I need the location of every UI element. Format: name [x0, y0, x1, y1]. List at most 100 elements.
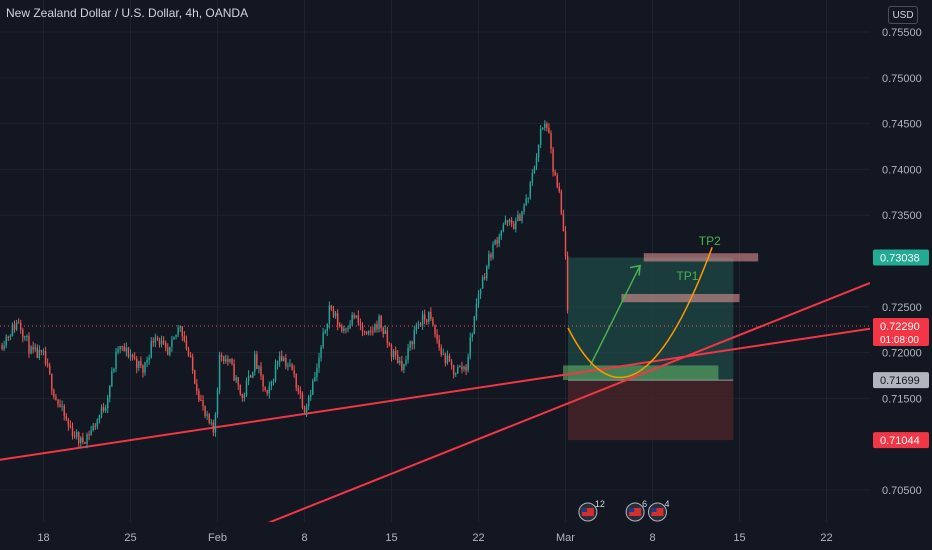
candle-body [392, 350, 395, 358]
candle-body [436, 334, 438, 340]
candle-body [208, 414, 210, 423]
price-tick-label: 0.71500 [882, 393, 922, 405]
candle-body [162, 341, 165, 344]
trendline [217, 282, 871, 544]
flag-icon [651, 508, 664, 516]
loss-zone [567, 380, 734, 441]
candle-body [51, 373, 53, 391]
candle-body [229, 359, 231, 362]
candle-body [372, 331, 374, 333]
currency-button[interactable]: USD [888, 6, 918, 24]
candle-body [32, 346, 34, 350]
candle-body [560, 191, 563, 214]
candle-body [55, 396, 57, 400]
candle-body [200, 399, 202, 401]
candle-body [34, 347, 36, 350]
candle-body [417, 324, 420, 326]
time-tick-label: 8 [301, 532, 307, 544]
candle-body [44, 351, 47, 364]
candle-body [185, 340, 188, 350]
flag-icon [651, 508, 657, 512]
candle-body [175, 334, 177, 337]
candle-body [22, 329, 24, 338]
candle-body [28, 336, 30, 354]
candle-body [361, 326, 364, 332]
candle-body [115, 351, 117, 370]
candle-body [496, 240, 498, 244]
candle-body [272, 380, 275, 382]
candle-body [231, 359, 233, 365]
candle-body [425, 319, 428, 322]
candle-body [390, 345, 393, 358]
candle-body [239, 384, 242, 394]
chart-title: New Zealand Dollar / U.S. Dollar, 4h, OA… [6, 6, 249, 20]
candle-body [1, 345, 3, 349]
candle-body [77, 431, 80, 444]
candle-body [69, 425, 72, 428]
candle-body [316, 368, 318, 378]
candle-body [276, 361, 279, 365]
price-tick-label: 0.70500 [882, 485, 922, 497]
candle-body [463, 366, 465, 370]
candle-body [214, 414, 217, 433]
candle-body [264, 386, 266, 391]
candle-body [338, 324, 341, 327]
zone-box [563, 365, 719, 381]
candle-body [411, 341, 413, 345]
price-label-badge [873, 432, 929, 449]
candle-body [498, 236, 500, 244]
candle-body [3, 345, 5, 349]
candle-body [486, 266, 488, 279]
candle-body [359, 323, 362, 327]
candle-body [512, 223, 515, 230]
candle-body [299, 391, 302, 394]
candle-body [222, 356, 225, 362]
price-tick-label: 0.73500 [882, 210, 922, 222]
candle-body [53, 390, 55, 397]
candle-body [318, 358, 320, 369]
price-label-badge [873, 318, 929, 347]
candle-body [504, 220, 507, 225]
candle-body [527, 197, 529, 199]
candle-body [123, 346, 126, 352]
candle-body [247, 375, 250, 382]
candle-body [523, 205, 525, 212]
candle-body [399, 360, 401, 364]
candle-body [548, 127, 550, 134]
candle-body [324, 330, 326, 333]
candle-body [158, 338, 161, 345]
time-tick-label: Mar [556, 532, 575, 544]
candle-body [109, 385, 111, 398]
candle-body [65, 415, 68, 420]
candle-body [17, 322, 20, 324]
candle-body [11, 324, 14, 337]
candle-body [314, 377, 316, 381]
candle-body [332, 309, 335, 317]
candle-body [293, 370, 295, 375]
candle-body [183, 336, 186, 341]
candle-body [500, 230, 503, 237]
candle-body [384, 330, 387, 335]
price-axis-bg [870, 0, 932, 550]
candle-body [127, 347, 130, 357]
candle-body [59, 404, 61, 407]
candle-body [46, 363, 49, 366]
candle-body [133, 357, 136, 359]
projection-curve [567, 247, 713, 379]
candle-body [82, 437, 84, 442]
candle-body [96, 419, 99, 427]
candle-body [94, 425, 97, 427]
candle-body [98, 415, 101, 420]
candle-body [129, 354, 132, 357]
time-tick-label: 25 [124, 532, 136, 544]
candle-body [320, 347, 322, 359]
candle-body [187, 349, 190, 356]
candle-body [171, 339, 173, 347]
candle-body [212, 422, 215, 433]
candle-body [349, 324, 351, 329]
candle-body [353, 314, 355, 318]
candle-body [146, 360, 148, 363]
candle-body [5, 336, 7, 346]
candle-body [355, 315, 358, 318]
